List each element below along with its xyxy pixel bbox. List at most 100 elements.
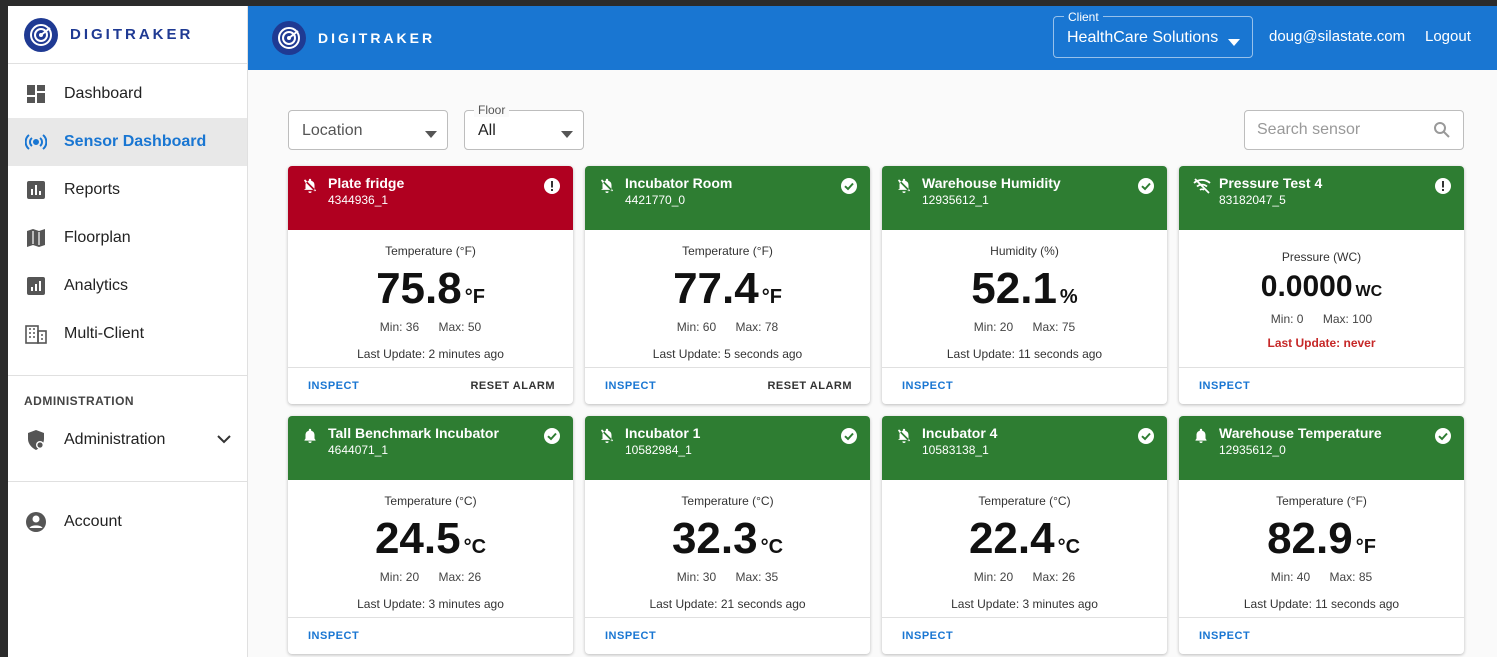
min-value: Min: 40 bbox=[1270, 570, 1311, 584]
notifications-off-icon bbox=[599, 178, 615, 199]
reading-value: 32.3 bbox=[671, 514, 758, 563]
sensor-card-actions: INSPECT RESET ALARM bbox=[585, 367, 870, 404]
check-circle-icon bbox=[1137, 177, 1155, 200]
sidebar-item-floorplan[interactable]: Floorplan bbox=[8, 214, 247, 262]
sensor-name: Incubator Room bbox=[625, 175, 733, 191]
topbar-brand[interactable]: DIGITRAKER bbox=[272, 21, 435, 55]
sidebar-item-account[interactable]: Account bbox=[8, 498, 247, 546]
reading: 75.8 °F bbox=[288, 264, 573, 314]
location-select[interactable]: Location bbox=[288, 110, 448, 150]
search-input[interactable] bbox=[1257, 121, 1417, 139]
last-update: Last Update: 3 minutes ago bbox=[357, 597, 504, 611]
sensor-id: 4421770_0 bbox=[625, 193, 686, 207]
inspect-button[interactable]: INSPECT bbox=[902, 630, 954, 642]
sidebar-item-sensor-dashboard[interactable]: Sensor Dashboard bbox=[8, 118, 247, 166]
metric-label: Temperature (°C) bbox=[978, 494, 1071, 508]
sensors-icon bbox=[24, 130, 48, 154]
sidebar-item-label: Dashboard bbox=[64, 85, 143, 102]
sidebar-item-analytics[interactable]: Analytics bbox=[8, 262, 247, 310]
reading-value: 24.5 bbox=[374, 514, 461, 563]
sensor-card-body: Temperature (°C) 32.3 °C Min: 30 Max: 35… bbox=[585, 480, 870, 617]
client-label: Client bbox=[1064, 10, 1103, 24]
sensor-card-actions: INSPECT bbox=[288, 617, 573, 654]
sensor-name: Warehouse Humidity bbox=[922, 175, 1061, 191]
sidebar-item-administration[interactable]: Administration bbox=[8, 416, 247, 464]
inspect-button[interactable]: INSPECT bbox=[1199, 630, 1251, 642]
location-placeholder: Location bbox=[302, 122, 363, 139]
max-value: Max: 85 bbox=[1329, 570, 1373, 584]
metric-label: Temperature (°F) bbox=[1276, 494, 1367, 508]
chevron-down-icon[interactable] bbox=[217, 431, 231, 449]
inspect-button[interactable]: INSPECT bbox=[308, 630, 360, 642]
max-value: Max: 78 bbox=[735, 320, 779, 334]
dropdown-arrow-icon bbox=[425, 125, 437, 143]
max-value: Max: 100 bbox=[1322, 312, 1373, 326]
reading: 77.4 °F bbox=[585, 264, 870, 314]
reading-value: 77.4 bbox=[673, 264, 759, 313]
sidebar-item-label: Multi-Client bbox=[64, 325, 145, 342]
min-value: Min: 36 bbox=[379, 320, 420, 334]
logout-button[interactable]: Logout bbox=[1425, 28, 1471, 45]
sensor-card: Incubator 1 10582984_1 Temperature (°C) … bbox=[585, 416, 870, 654]
sensor-card-header: Plate fridge 4344936_1 bbox=[288, 166, 573, 230]
inspect-button[interactable]: INSPECT bbox=[308, 380, 360, 392]
sidebar-item-reports[interactable]: Reports bbox=[8, 166, 247, 214]
brand-logo-icon bbox=[272, 21, 306, 55]
reading-value: 82.9 bbox=[1267, 514, 1353, 563]
min-value: Min: 20 bbox=[379, 570, 420, 584]
last-update: Last Update: 11 seconds ago bbox=[1243, 597, 1400, 611]
inspect-button[interactable]: INSPECT bbox=[605, 630, 657, 642]
last-update: Last Update: never bbox=[1267, 336, 1376, 350]
min-max: Min: 0 Max: 100 bbox=[1179, 312, 1464, 326]
sidebar-item-multi-client[interactable]: Multi-Client bbox=[8, 310, 247, 358]
divider bbox=[8, 481, 247, 482]
alert-circle-icon bbox=[1434, 177, 1452, 200]
reading-unit: °C bbox=[463, 536, 487, 558]
search-sensor-field[interactable] bbox=[1244, 110, 1464, 150]
inspect-button[interactable]: INSPECT bbox=[1199, 380, 1251, 392]
check-circle-icon bbox=[840, 177, 858, 200]
search-icon[interactable] bbox=[1433, 121, 1451, 144]
reading-unit: °C bbox=[760, 536, 784, 558]
sensor-id: 12935612_1 bbox=[922, 193, 989, 207]
last-update: Last Update: 2 minutes ago bbox=[357, 347, 504, 361]
bar-chart-icon bbox=[24, 178, 48, 202]
min-max: Min: 30 Max: 35 bbox=[585, 570, 870, 584]
sensor-card-header: Warehouse Temperature 12935612_0 bbox=[1179, 416, 1464, 480]
sidebar-item-label: Floorplan bbox=[64, 229, 131, 246]
building-icon bbox=[24, 322, 48, 346]
max-value: Max: 50 bbox=[438, 320, 482, 334]
sensor-card: Plate fridge 4344936_1 Temperature (°F) … bbox=[288, 166, 573, 404]
last-update: Last Update: 11 seconds ago bbox=[946, 347, 1103, 361]
sensor-name: Tall Benchmark Incubator bbox=[328, 425, 499, 441]
reset-alarm-button[interactable]: RESET ALARM bbox=[470, 380, 555, 392]
sidebar-item-dashboard[interactable]: Dashboard bbox=[8, 70, 247, 118]
sensor-name: Incubator 1 bbox=[625, 425, 701, 441]
dashboard-icon bbox=[24, 82, 48, 106]
reading-value: 52.1 bbox=[971, 264, 1057, 313]
analytics-icon bbox=[24, 274, 48, 298]
map-icon bbox=[24, 226, 48, 250]
sensor-card-grid: Plate fridge 4344936_1 Temperature (°F) … bbox=[288, 166, 1465, 654]
sensor-card-body: Humidity (%) 52.1 % Min: 20 Max: 75 Last… bbox=[882, 230, 1167, 367]
reading: 82.9 °F bbox=[1179, 514, 1464, 564]
alert-circle-icon bbox=[543, 177, 561, 200]
metric-label: Pressure (WC) bbox=[1281, 250, 1362, 264]
sensor-id: 10583138_1 bbox=[922, 443, 989, 457]
sensor-card-actions: INSPECT bbox=[882, 617, 1167, 654]
inspect-button[interactable]: INSPECT bbox=[902, 380, 954, 392]
sensor-card-body: Temperature (°F) 77.4 °F Min: 60 Max: 78… bbox=[585, 230, 870, 367]
reading-unit: °F bbox=[761, 286, 782, 308]
reading-unit: °C bbox=[1057, 536, 1081, 558]
sensor-card: Tall Benchmark Incubator 4644071_1 Tempe… bbox=[288, 416, 573, 654]
sensor-name: Incubator 4 bbox=[922, 425, 998, 441]
reset-alarm-button[interactable]: RESET ALARM bbox=[767, 380, 852, 392]
sidebar-brand[interactable]: DIGITRAKER bbox=[8, 6, 247, 64]
min-max: Min: 20 Max: 75 bbox=[882, 320, 1167, 334]
sensor-card-actions: INSPECT RESET ALARM bbox=[288, 367, 573, 404]
client-select[interactable]: Client HealthCare Solutions bbox=[1053, 10, 1253, 58]
floor-select[interactable]: Floor All bbox=[464, 103, 584, 150]
sidebar-item-label: Sensor Dashboard bbox=[64, 133, 207, 150]
last-update: Last Update: 5 seconds ago bbox=[652, 347, 803, 361]
inspect-button[interactable]: INSPECT bbox=[605, 380, 657, 392]
